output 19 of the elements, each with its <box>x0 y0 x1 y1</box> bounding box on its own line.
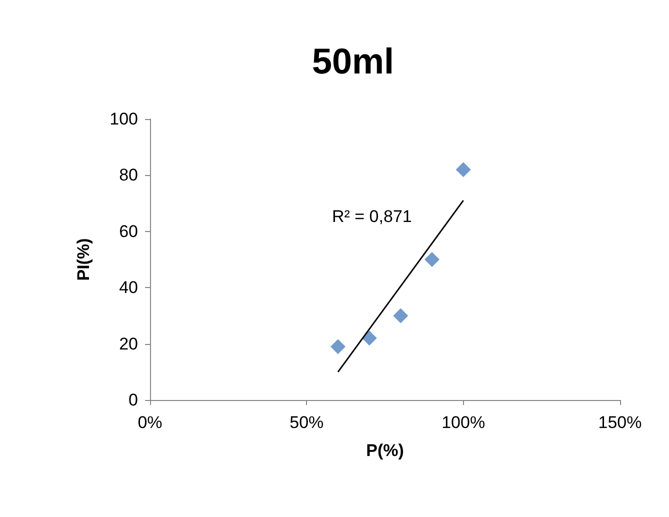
y-tick-label: 0 <box>128 390 138 410</box>
annotation: R² = 0,871 <box>332 207 412 226</box>
x-tick-label: 100% <box>442 413 486 432</box>
point <box>393 308 408 324</box>
point <box>330 339 346 354</box>
x-tick-label: 150% <box>598 413 642 432</box>
chart-title: 50ml <box>312 40 394 82</box>
y-axis-title: PI(%) <box>74 238 93 281</box>
y-tick-label: 40 <box>119 278 138 298</box>
x-tick-label: 0% <box>138 413 162 432</box>
x-axis-title: P(%) <box>366 441 404 460</box>
point <box>424 252 440 267</box>
y-tick-label: 80 <box>119 166 138 185</box>
point <box>362 330 377 346</box>
y-tick-label: 20 <box>119 334 138 354</box>
y-tick-label: 100 <box>110 110 138 128</box>
point <box>456 162 471 178</box>
x-tick-label: 50% <box>290 413 324 432</box>
y-tick-label: 60 <box>119 222 138 241</box>
